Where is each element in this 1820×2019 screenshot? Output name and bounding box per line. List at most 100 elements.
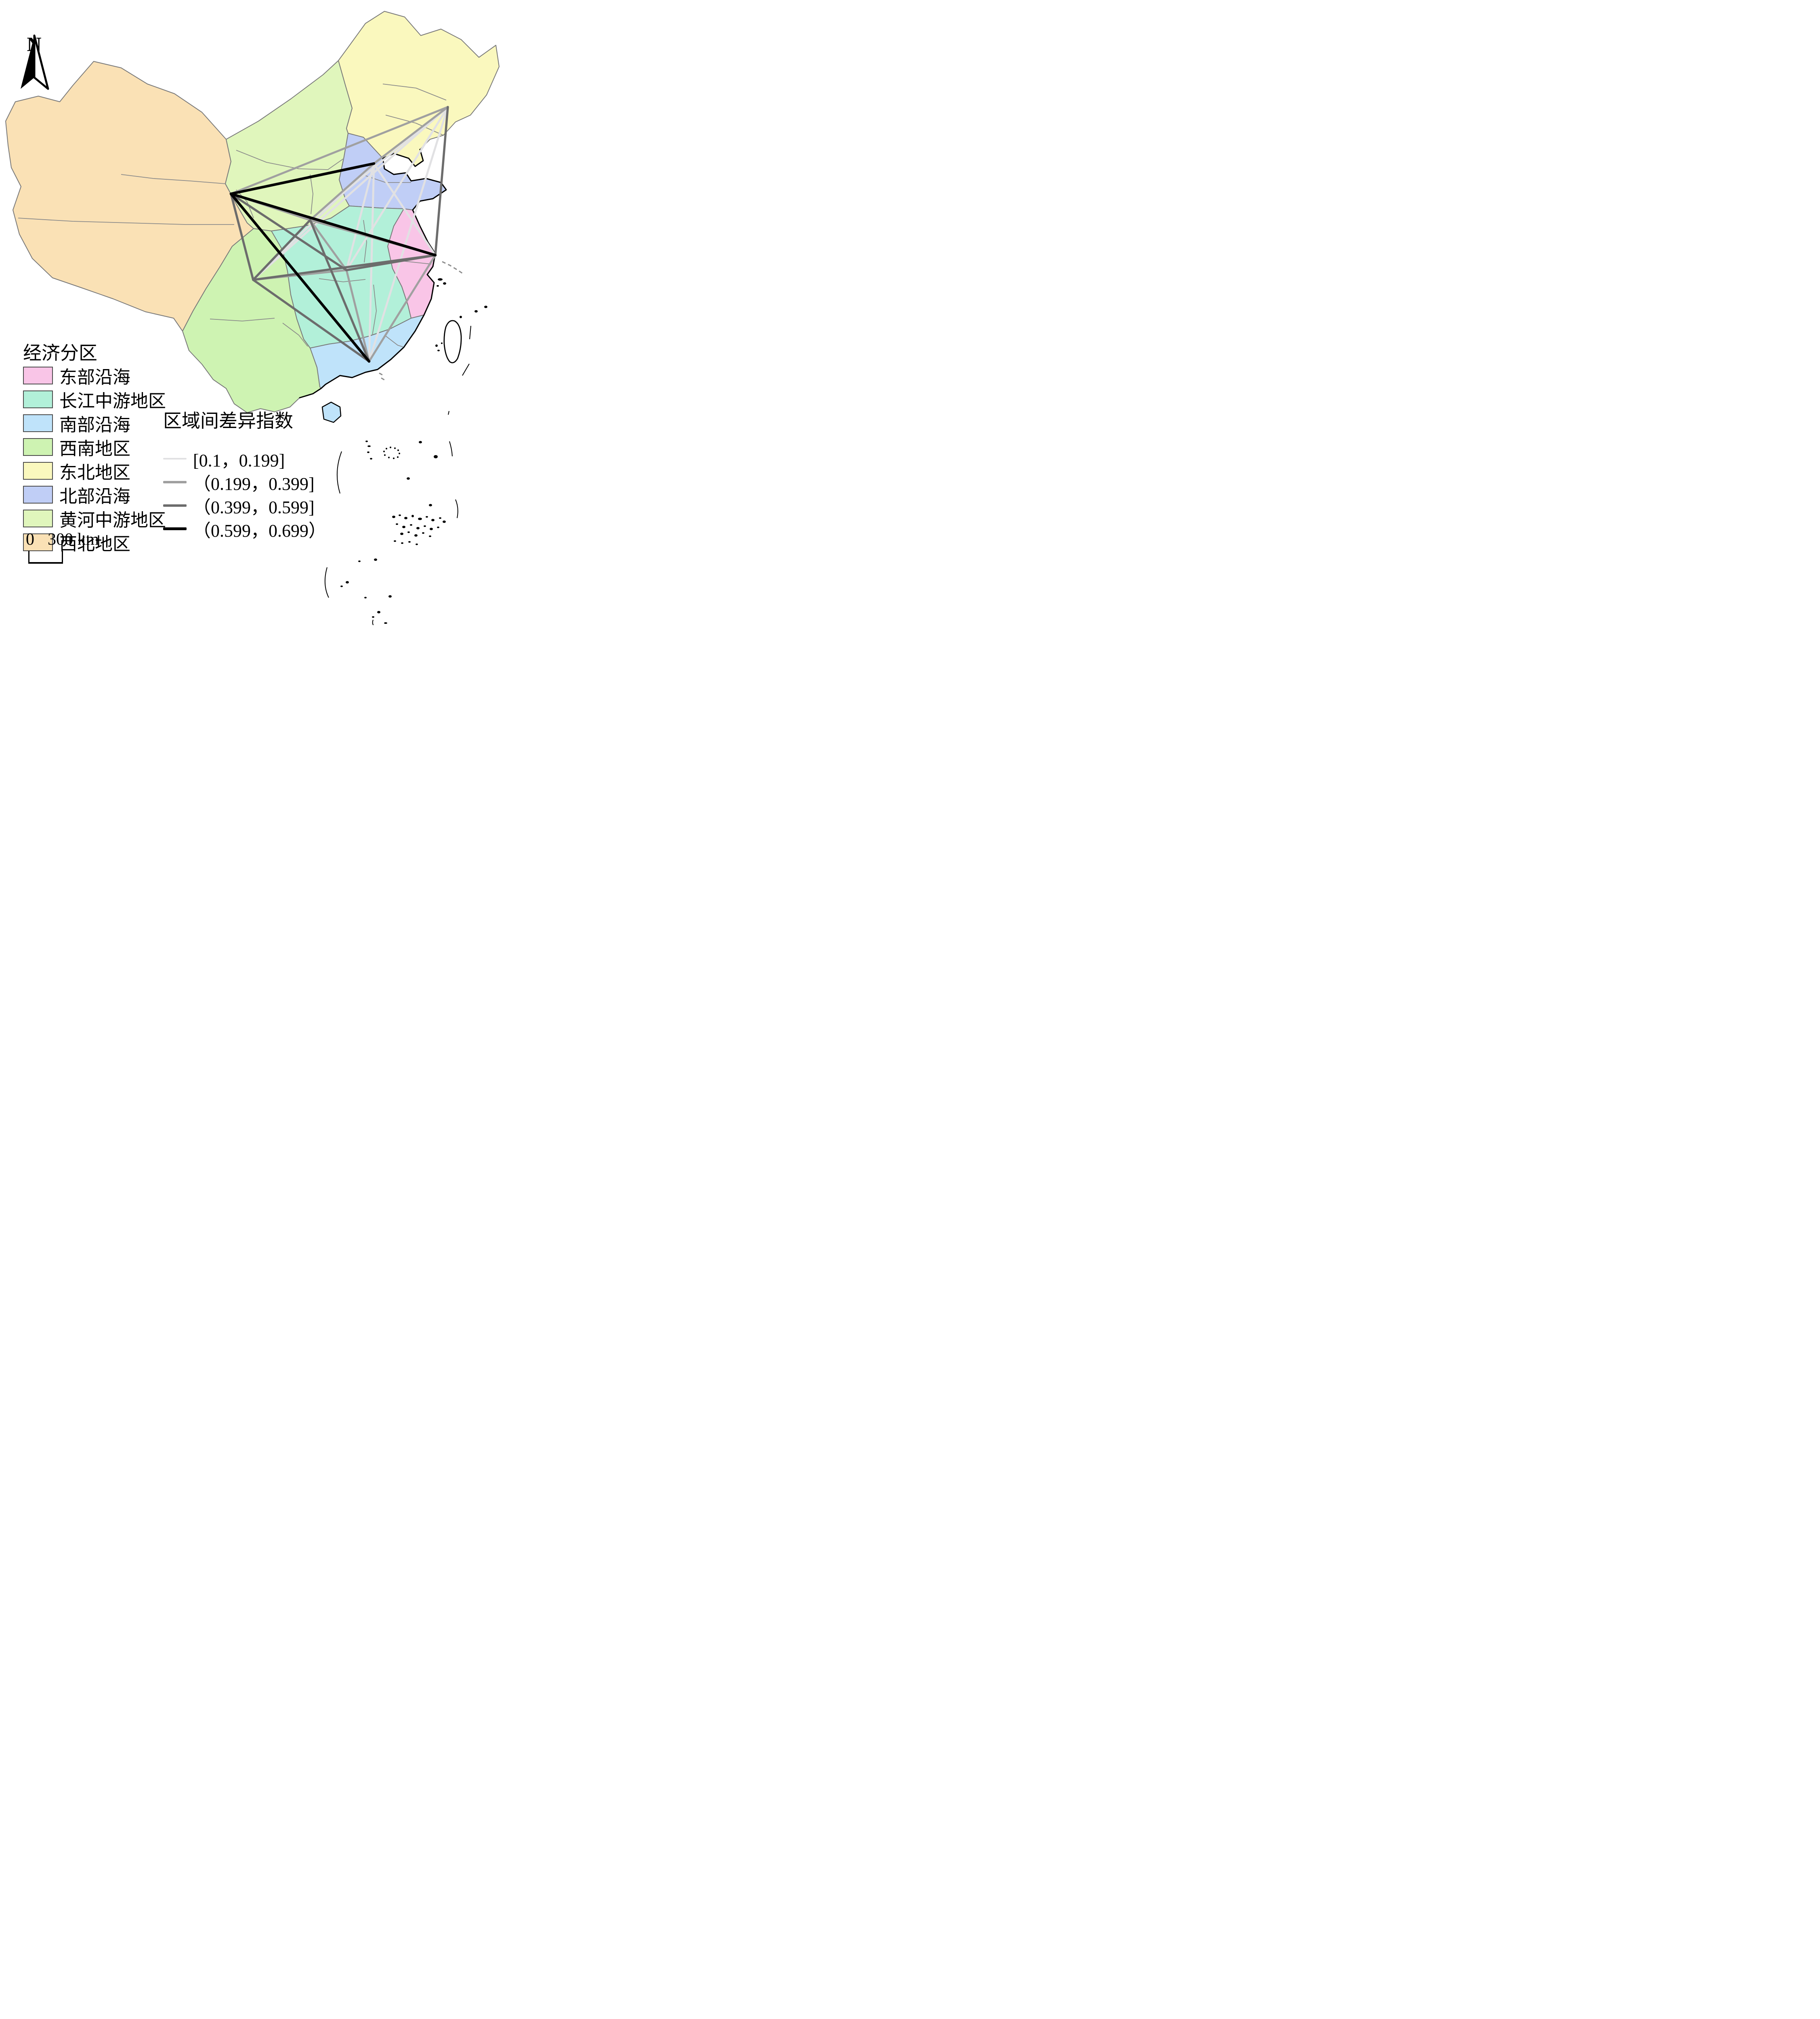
region-swatch-changjiang — [23, 390, 53, 409]
island-speck-29 — [404, 517, 407, 519]
island-speck-6 — [435, 344, 438, 347]
island-speck-5 — [460, 316, 462, 318]
island-speck-1 — [443, 282, 446, 285]
region-label-xibei: 西北地区 — [59, 534, 130, 554]
province-border-9 — [319, 278, 366, 282]
edge-beibu-nanbu-level1 — [368, 162, 375, 363]
edge-dongbei-nanbu-level1 — [368, 106, 449, 363]
region-legend-row-beibu: 北部沿海 — [23, 483, 166, 507]
island-speck-21 — [386, 448, 387, 449]
island-speck-26 — [429, 504, 432, 506]
sea-arc-5 — [455, 499, 458, 518]
island-speck-49 — [401, 542, 403, 544]
region-label-nanbu: 南部沿海 — [59, 415, 130, 435]
island-speck-60 — [372, 616, 374, 618]
region-label-huanghe: 黄河中游地区 — [59, 510, 166, 531]
sea-arc-1 — [469, 325, 471, 340]
index-line-label-4: （0.599，0.699） — [193, 520, 326, 541]
region-label-dongbu: 东部沿海 — [59, 367, 130, 388]
edge-xibei-beibu-level4 — [229, 162, 376, 195]
island-speck-30 — [411, 515, 414, 517]
maritime-dashed-boundary-0 — [442, 261, 465, 275]
island-speck-16 — [397, 456, 399, 458]
index-legend-items: [0.1，0.199] （0.199，0.399] （0.399，0.599] （0.… — [163, 447, 326, 541]
island-speck-43 — [400, 533, 403, 535]
north-arrow: N — [16, 32, 52, 90]
north-arrow-icon — [21, 34, 49, 90]
province-border-7 — [236, 189, 254, 218]
island-speck-12 — [367, 445, 371, 447]
island-speck-23 — [394, 447, 396, 449]
sea-arc-3 — [448, 411, 449, 415]
island-speck-31 — [418, 518, 422, 520]
island-speck-4 — [484, 306, 487, 308]
island-speck-48 — [394, 540, 396, 542]
province-border-0 — [18, 218, 234, 225]
island-speck-3 — [474, 310, 478, 313]
island-speck-9 — [419, 441, 422, 443]
region-swatch-xinan — [23, 438, 53, 456]
index-line-sample-2 — [163, 481, 187, 483]
region-legend: 经济分区 东部沿海 长江中游地区 南部沿海 西南地区 东北地区 北部沿海 黄河中游地区 西北地… — [23, 343, 166, 554]
scale-bar: 0 300 km — [16, 530, 121, 564]
index-legend-row-1: [0.1，0.199] — [163, 447, 326, 470]
province-border-5 — [310, 174, 313, 214]
scale-bar-labels: 0 300 km — [16, 530, 121, 551]
edge-dongbei-dongbu-level3 — [434, 106, 449, 256]
taiwan-island — [443, 320, 462, 363]
index-line-sample-1 — [163, 458, 187, 460]
island-speck-19 — [384, 454, 386, 456]
region-legend-row-xinan: 西南地区 — [23, 435, 166, 459]
province-border-14 — [385, 336, 403, 347]
index-legend-title: 区域间差异指数 — [163, 411, 293, 431]
island-speck-42 — [437, 527, 439, 528]
island-speck-59 — [384, 622, 387, 624]
index-line-sample-4 — [163, 527, 187, 531]
region-legend-row-dongbu: 东部沿海 — [23, 364, 166, 388]
index-line-label-1: [0.1，0.199] — [193, 450, 285, 470]
province-border-8 — [363, 220, 367, 263]
island-speck-0 — [438, 278, 443, 281]
island-speck-50 — [408, 541, 411, 543]
island-speck-15 — [399, 453, 400, 454]
island-speck-34 — [439, 517, 441, 519]
region-legend-row-xibei: 西北地区 — [23, 531, 166, 554]
island-speck-32 — [426, 516, 428, 518]
hainan-island — [321, 401, 342, 423]
province-border-3 — [385, 115, 444, 136]
edge-xibei-changjiang-level3 — [230, 193, 348, 271]
island-speck-11 — [365, 441, 368, 442]
region-label-dongbei: 东北地区 — [59, 463, 130, 483]
edge-xibei-dongbei-level2 — [230, 106, 449, 195]
edge-xibei-xinan-level3 — [230, 193, 254, 281]
region-label-xinan: 西南地区 — [59, 439, 130, 459]
scale-bar-bracket — [28, 551, 63, 564]
edge-changjiang-nanbu-level2 — [345, 269, 370, 363]
province-border-4 — [236, 150, 344, 170]
region-swatch-huanghe — [23, 510, 53, 528]
scale-distance-label: 300 km — [48, 530, 99, 549]
island-speck-28 — [399, 514, 401, 516]
province-border-11 — [210, 318, 275, 321]
north-arrow-right-half — [33, 34, 49, 90]
edge-dongbei-beibu-level2 — [373, 106, 449, 165]
island-speck-56 — [364, 597, 367, 598]
island-speck-25 — [407, 477, 410, 480]
island-speck-13 — [367, 451, 369, 453]
island-speck-7 — [437, 350, 440, 351]
maritime-dashed-boundary-2 — [381, 377, 386, 381]
region-legend-items: 东部沿海 长江中游地区 南部沿海 西南地区 东北地区 北部沿海 黄河中游地区 西北地区 — [23, 364, 166, 554]
island-speck-37 — [402, 526, 405, 528]
island-speck-40 — [424, 525, 426, 527]
china-economic-regions-map — [5, 11, 500, 625]
edge-dongbei-xinan-level1 — [252, 106, 449, 281]
island-speck-36 — [396, 523, 398, 525]
edge-dongbu-nanbu-level2 — [368, 254, 437, 363]
edge-dongbei-changjiang-level1 — [345, 106, 449, 271]
province-border-10 — [372, 284, 377, 336]
map-figure: N 经济分区 东部沿海长江中游地区南部沿海西南地区东北地区北部沿海黄河中游地区西… — [0, 0, 501, 625]
edge-beibu-huanghe-level2 — [309, 162, 375, 221]
island-speck-38 — [410, 524, 412, 526]
edge-xibei-nanbu-level4 — [229, 192, 371, 363]
edge-dongbei-huanghe-level1 — [309, 106, 449, 221]
